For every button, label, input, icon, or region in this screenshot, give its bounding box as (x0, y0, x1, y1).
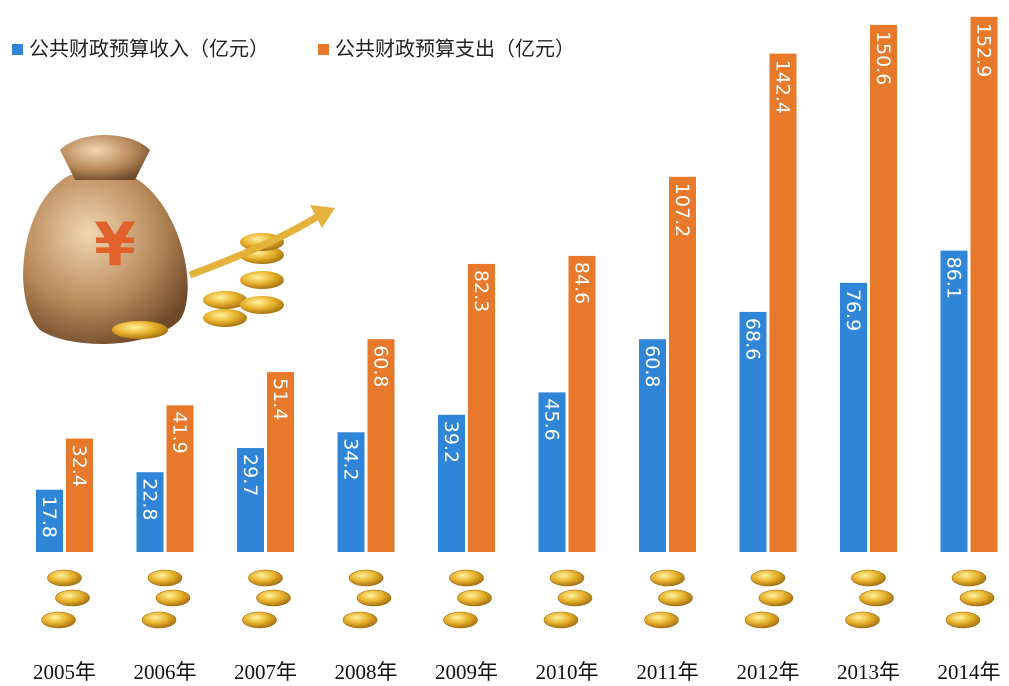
coin (357, 590, 391, 606)
coin (444, 612, 478, 628)
coin (148, 570, 182, 586)
coin (846, 612, 880, 628)
legend-label: 公共财政预算支出（亿元） (335, 37, 575, 61)
coin (42, 612, 76, 628)
value-label: 150.6 (872, 31, 894, 85)
value-label: 76.9 (842, 289, 864, 331)
value-label: 60.8 (641, 345, 663, 387)
value-label: 107.2 (671, 183, 693, 237)
x-tick-label: 2005年 (33, 660, 96, 684)
coin (952, 570, 986, 586)
value-label: 51.4 (269, 378, 291, 420)
value-label: 29.7 (239, 454, 261, 496)
coin (659, 590, 693, 606)
coin (946, 612, 980, 628)
svg-text:¥: ¥ (94, 210, 136, 280)
coin (745, 612, 779, 628)
coin (651, 570, 685, 586)
coin (48, 570, 82, 586)
x-tick-label: 2009年 (435, 660, 498, 684)
value-label: 22.8 (139, 478, 161, 520)
coin (544, 612, 578, 628)
coin (343, 612, 377, 628)
chart: ¥ 公共财政预算收入（亿元） 公共财政预算支出（亿元） 17.8 32.4 2005年 2… (0, 0, 1009, 686)
coin (550, 570, 584, 586)
coin (458, 590, 492, 606)
x-tick-label: 2013年 (837, 660, 900, 684)
value-label: 142.4 (772, 60, 794, 114)
coin (156, 590, 190, 606)
coin (249, 570, 283, 586)
value-label: 39.2 (440, 421, 462, 463)
coin (759, 590, 793, 606)
value-label: 34.2 (340, 438, 362, 480)
coin (257, 590, 291, 606)
coin (56, 590, 90, 606)
x-tick-label: 2014年 (938, 660, 1001, 684)
coin (852, 570, 886, 586)
coin (142, 612, 176, 628)
legend-swatch (12, 44, 23, 55)
value-label: 68.6 (742, 318, 764, 360)
x-tick-label: 2008年 (335, 660, 398, 684)
value-label: 45.6 (541, 398, 563, 440)
coin (645, 612, 679, 628)
x-tick-label: 2012年 (737, 660, 800, 684)
coin (960, 590, 994, 606)
bar (770, 54, 797, 552)
value-label: 41.9 (169, 411, 191, 453)
value-label: 82.3 (470, 270, 492, 312)
x-tick-label: 2006年 (134, 660, 197, 684)
coin (243, 612, 277, 628)
coin (349, 570, 383, 586)
legend-label: 公共财政预算收入（亿元） (29, 37, 269, 61)
coin (751, 570, 785, 586)
x-tick-label: 2011年 (636, 660, 698, 684)
value-label: 60.8 (370, 345, 392, 387)
coin (860, 590, 894, 606)
value-label: 32.4 (68, 445, 90, 487)
legend-swatch (318, 44, 329, 55)
value-label: 84.6 (571, 262, 593, 304)
value-label: 86.1 (943, 257, 965, 299)
x-tick-label: 2007年 (234, 660, 297, 684)
x-tick-label: 2010年 (536, 660, 599, 684)
coin (450, 570, 484, 586)
coin (558, 590, 592, 606)
value-label: 17.8 (38, 496, 60, 538)
decoration: ¥ (23, 135, 335, 344)
bar (971, 17, 998, 552)
bar (870, 25, 897, 552)
value-label: 152.9 (973, 23, 995, 77)
